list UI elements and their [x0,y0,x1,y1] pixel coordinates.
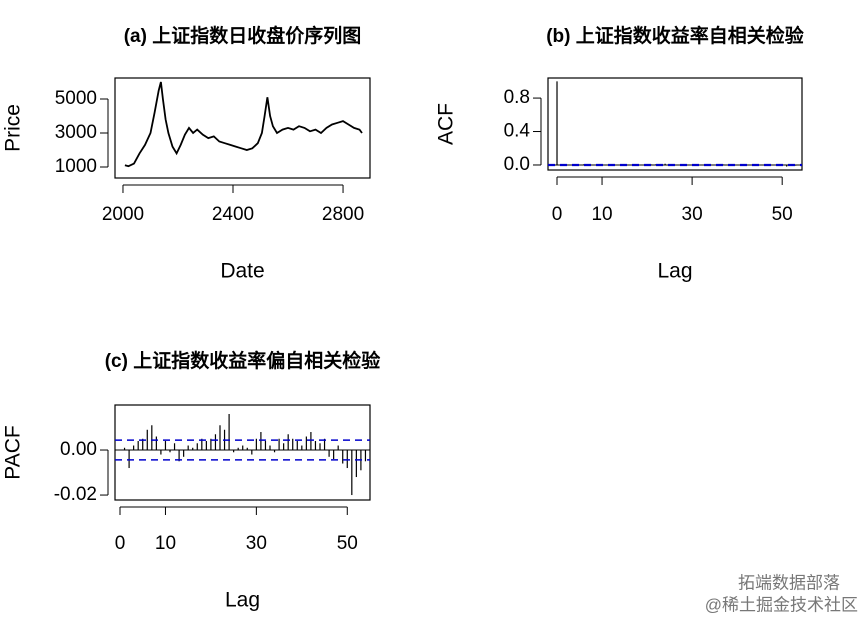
plot-frame [114,77,371,179]
chart-title: (c) 上证指数收益率偏自相关检验 [105,349,382,372]
x-tick-label: 0 [552,204,563,225]
plot-frame [114,404,371,501]
x-tick-label: 10 [155,533,176,554]
y-axis-title: Price [2,104,25,152]
y-tick-label: 5000 [55,88,97,109]
price-line [124,81,363,168]
y-axis-title: ACF [435,103,458,145]
x-axis-title: Lag [657,260,692,283]
x-tick-label: 2000 [102,204,144,225]
y-tick-label: 0.4 [504,121,531,142]
x-tick-label: 50 [337,533,358,554]
y-tick-label: 0.00 [60,439,97,460]
x-tick-label: 30 [682,204,703,225]
x-tick-label: 0 [115,533,126,554]
chart-title: (a) 上证指数日收盘价序列图 [124,24,362,47]
y-tick-label: 3000 [55,122,97,143]
y-tick-label: -0.02 [54,484,97,505]
x-tick-label: 50 [772,204,793,225]
y-tick-label: 1000 [55,156,97,177]
y-tick-label: 0.0 [504,154,530,175]
x-axis-title: Date [220,260,264,283]
watermark: 拓端数据部落 [738,573,840,592]
x-tick-label: 30 [246,533,267,554]
x-tick-label: 10 [591,204,612,225]
chart-title: (b) 上证指数收益率自相关检验 [546,24,805,47]
y-axis-title: PACF [2,425,25,479]
plot-frame [547,77,803,171]
y-tick-label: 0.8 [504,87,530,108]
x-axis-title: Lag [225,589,260,612]
watermark: @稀土掘金技术社区 [705,595,858,614]
x-tick-label: 2800 [322,204,364,225]
x-tick-label: 2400 [212,204,254,225]
